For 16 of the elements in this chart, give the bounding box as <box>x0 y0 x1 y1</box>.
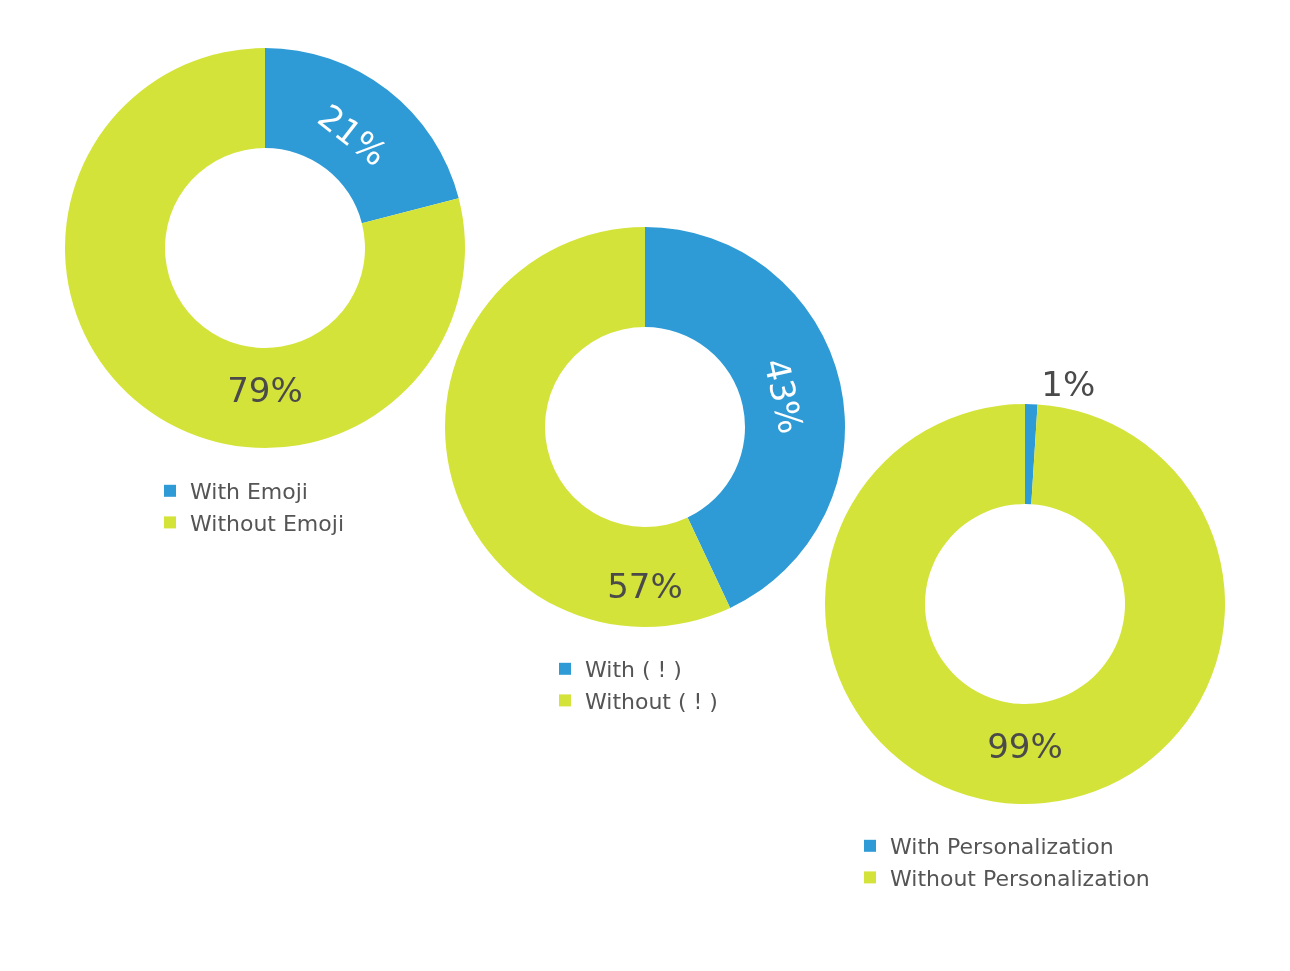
legend-label: With Personalization <box>890 834 1114 860</box>
data-label: 99% <box>987 726 1063 767</box>
donut-slice <box>1025 404 1038 505</box>
donut-slice <box>445 227 731 627</box>
data-label: 43% <box>756 354 812 438</box>
legend-label: Without ( ! ) <box>585 688 718 714</box>
donut-slice <box>65 48 465 448</box>
legend-label: Without Emoji <box>190 510 344 536</box>
data-label: 57% <box>607 566 683 607</box>
legend-label: Without Personalization <box>890 865 1150 891</box>
legend-label: With Emoji <box>190 479 308 505</box>
data-label: 1% <box>1041 364 1096 405</box>
data-label: 79% <box>227 370 303 411</box>
legend-label: With ( ! ) <box>585 657 682 683</box>
donut-slice <box>825 404 1225 804</box>
donut-slice <box>265 48 459 224</box>
